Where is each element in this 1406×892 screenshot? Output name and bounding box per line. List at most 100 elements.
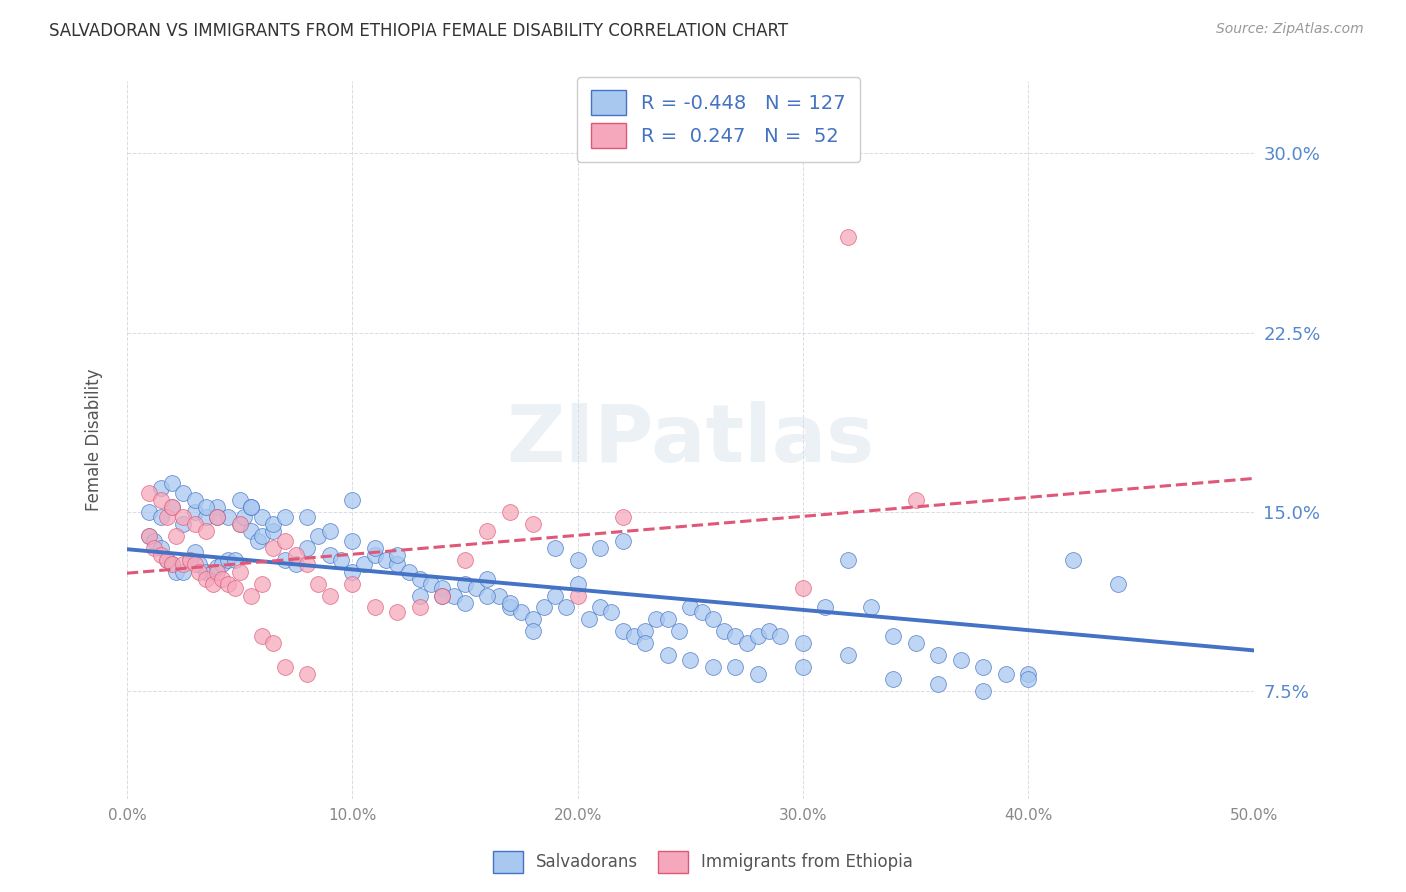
Point: [477, 589, 499, 603]
Point: [284, 558, 307, 572]
Point: [142, 533, 165, 548]
Point: [690, 605, 713, 619]
Point: [758, 624, 780, 639]
Point: [172, 485, 194, 500]
Point: [172, 516, 194, 531]
Point: [262, 516, 284, 531]
Point: [477, 524, 499, 538]
Point: [994, 667, 1017, 681]
Point: [183, 545, 205, 559]
Point: [679, 600, 702, 615]
Point: [239, 589, 262, 603]
Point: [454, 596, 477, 610]
Point: [211, 558, 233, 572]
Point: [188, 558, 211, 572]
Point: [420, 576, 443, 591]
Point: [364, 548, 387, 562]
Point: [194, 565, 217, 579]
Point: [589, 600, 612, 615]
Text: ZIPatlas: ZIPatlas: [506, 401, 875, 479]
Point: [342, 533, 364, 548]
Point: [319, 589, 342, 603]
Point: [183, 505, 205, 519]
Point: [295, 558, 318, 572]
Point: [273, 509, 295, 524]
Point: [307, 576, 329, 591]
Point: [319, 524, 342, 538]
Point: [533, 600, 555, 615]
Point: [205, 509, 228, 524]
Point: [735, 636, 758, 650]
Point: [156, 509, 179, 524]
Point: [432, 589, 454, 603]
Point: [217, 509, 239, 524]
Point: [612, 509, 634, 524]
Point: [160, 558, 183, 572]
Point: [246, 533, 269, 548]
Point: [702, 612, 724, 626]
Point: [522, 516, 544, 531]
Point: [499, 505, 522, 519]
Point: [228, 492, 250, 507]
Point: [194, 500, 217, 514]
Point: [387, 558, 409, 572]
Point: [201, 576, 224, 591]
Point: [454, 552, 477, 566]
Point: [342, 492, 364, 507]
Point: [160, 558, 183, 572]
Point: [156, 552, 179, 566]
Point: [262, 636, 284, 650]
Point: [1062, 552, 1084, 566]
Point: [205, 559, 228, 574]
Point: [201, 565, 224, 579]
Point: [398, 565, 420, 579]
Point: [273, 552, 295, 566]
Point: [837, 230, 859, 244]
Point: [522, 624, 544, 639]
Point: [194, 509, 217, 524]
Point: [612, 533, 634, 548]
Point: [138, 529, 160, 543]
Point: [211, 572, 233, 586]
Point: [859, 600, 882, 615]
Point: [972, 660, 994, 674]
Point: [904, 636, 927, 650]
Point: [443, 589, 465, 603]
Point: [713, 624, 735, 639]
Point: [387, 548, 409, 562]
Point: [567, 589, 589, 603]
Point: [769, 629, 792, 643]
Point: [792, 636, 814, 650]
Point: [205, 565, 228, 579]
Point: [600, 605, 623, 619]
Point: [250, 509, 273, 524]
Point: [239, 500, 262, 514]
Point: [927, 677, 949, 691]
Point: [179, 552, 201, 566]
Point: [544, 589, 567, 603]
Point: [149, 509, 172, 524]
Point: [194, 572, 217, 586]
Point: [1017, 672, 1039, 686]
Point: [972, 684, 994, 698]
Point: [668, 624, 690, 639]
Point: [488, 589, 510, 603]
Point: [1107, 576, 1129, 591]
Point: [544, 541, 567, 555]
Point: [228, 516, 250, 531]
Point: [409, 589, 432, 603]
Point: [160, 500, 183, 514]
Point: [188, 565, 211, 579]
Point: [477, 572, 499, 586]
Point: [623, 629, 645, 643]
Point: [295, 509, 318, 524]
Point: [364, 541, 387, 555]
Point: [307, 529, 329, 543]
Point: [679, 653, 702, 667]
Point: [634, 624, 657, 639]
Point: [837, 648, 859, 663]
Point: [295, 667, 318, 681]
Point: [882, 629, 904, 643]
Point: [409, 572, 432, 586]
Point: [747, 629, 769, 643]
